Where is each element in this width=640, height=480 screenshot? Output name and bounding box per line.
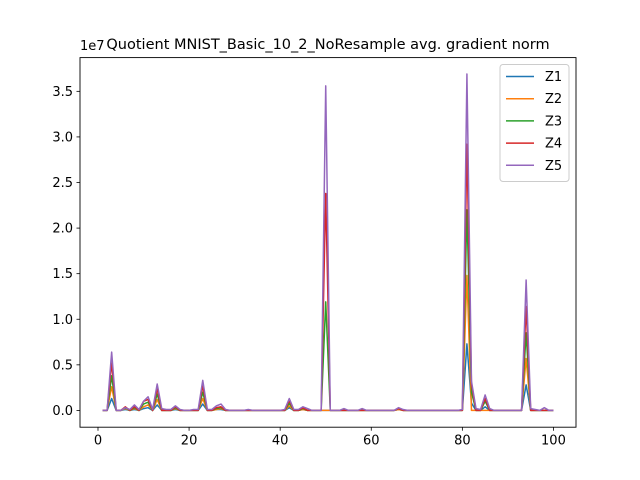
y-axis: 0.0 0.5 1.0 1.5 2.0 2.5 3.0 3.5	[52, 85, 80, 419]
y-tick-label: 1.0	[52, 313, 73, 328]
legend-label-z1: Z1	[545, 70, 562, 85]
x-tick-label: 0	[94, 434, 102, 449]
chart-title: Quotient MNIST_Basic_10_2_NoResample avg…	[106, 37, 549, 53]
legend-label-z2: Z2	[545, 92, 562, 107]
y-tick-label: 3.5	[52, 85, 73, 100]
legend-label-z4: Z4	[545, 137, 562, 152]
series-line-z5	[102, 73, 554, 412]
legend-label-z5: Z5	[545, 159, 562, 174]
x-tick-label: 20	[181, 434, 198, 449]
plot-area	[102, 73, 554, 412]
y-tick-label: 2.5	[52, 176, 73, 191]
x-tick-label: 60	[363, 434, 380, 449]
y-tick-label: 2.0	[52, 222, 73, 237]
legend-box	[499, 64, 570, 182]
x-tick-label: 80	[454, 434, 471, 449]
legend: Z1 Z2 Z3 Z4 Z5	[499, 64, 570, 182]
y-tick-label: 1.5	[52, 267, 73, 282]
y-tick-label: 0.5	[52, 358, 73, 373]
x-tick-label: 100	[541, 434, 566, 449]
series-lines	[102, 73, 554, 412]
legend-label-z3: Z3	[545, 114, 562, 129]
y-tick-label: 3.0	[52, 130, 73, 145]
y-tick-label: 0.0	[52, 404, 73, 419]
y-offset-text: 1e7	[80, 39, 105, 54]
x-axis: 0 20 40 60 80 100	[94, 427, 566, 449]
plot-frame	[79, 57, 577, 428]
x-tick-label: 40	[272, 434, 289, 449]
